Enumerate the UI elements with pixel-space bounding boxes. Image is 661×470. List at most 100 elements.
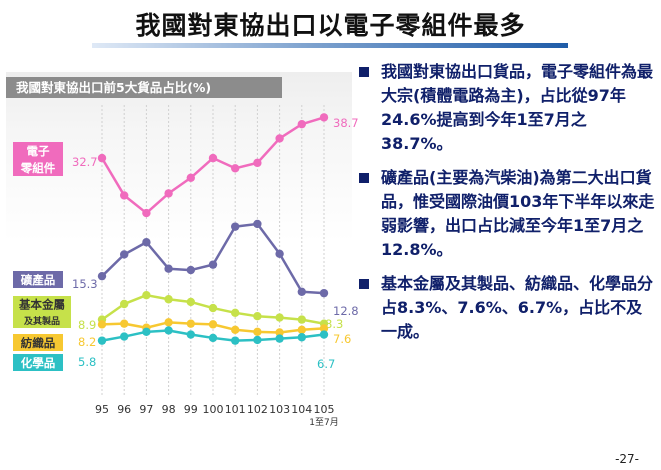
series-label-box [13,354,63,371]
x-tick-label: 98 [162,403,176,416]
x-tick-label: 100 [203,403,224,416]
series-name-label: 基本金屬 [18,298,65,312]
square-bullet-icon [359,67,369,77]
series-name-label: 礦產品 [21,273,56,287]
series-point-1 [319,288,329,298]
slide-title: 我國對東協出口以電子零組件最多 [135,11,526,40]
series-point-2 [231,308,240,318]
series-point-3 [97,320,107,329]
series-point-1 [231,222,240,231]
bullet-point-others: 基本金屬及其製品、紡織品、化學品分占8.3%、7.6%、6.7%，占比不及一成。 [357,272,657,344]
series-point-4 [253,335,262,345]
series-point-3 [186,319,195,328]
series-end-value: 38.7 [333,116,359,130]
x-tick-label: 102 [247,403,268,416]
series-name-label: 及其製品 [24,315,60,327]
series-point-1 [164,264,173,273]
x-tick-label: 105 [314,403,335,416]
chart-title: 我國對東協出口前5大貨品占比(%) [6,77,282,98]
series-name-label: 零組件 [20,161,56,175]
bullet-text: 礦產品(主要為汽柴油)為第二大出口貨品，惟受國際油價103年下半年以來走弱影響，… [381,168,655,259]
series-point-2 [164,295,173,304]
x-tick-label: 104 [291,403,312,416]
series-point-0 [120,191,129,200]
x-tick-label: 103 [269,403,290,416]
series-point-4 [319,330,329,339]
series-point-2 [208,303,218,313]
series-start-value: 5.8 [78,355,96,369]
square-bullet-icon [359,279,369,289]
series-point-1 [275,249,284,258]
series-label-box [13,271,63,288]
series-point-1 [97,271,107,281]
series-point-0 [164,189,173,198]
series-name-label: 化學品 [21,356,56,370]
series-point-2 [186,297,195,307]
x-tick-note: 1至7月 [309,417,338,428]
page-number: -27- [615,452,639,466]
series-point-3 [297,325,306,334]
x-tick-label: 97 [139,403,153,416]
series-point-0 [142,208,151,218]
series-point-0 [97,153,107,163]
series-point-1 [120,250,129,259]
series-point-0 [319,113,329,122]
series-point-4 [186,330,195,339]
bullet-point-electronics: 我國對東協出口貨品，電子零組件為最大宗(積體電路為主)，占比從97年24.6%提… [357,60,657,156]
series-point-3 [120,319,129,328]
series-point-1 [142,238,151,247]
series-point-4 [97,336,107,345]
title-underline [92,43,568,48]
bullet-text: 基本金屬及其製品、紡織品、化學品分占8.3%、7.6%、6.7%，占比不及一成。 [381,274,654,341]
series-point-1 [253,219,262,229]
series-point-0 [297,119,306,129]
series-end-value: 8.3 [325,317,343,331]
series-point-0 [275,134,284,143]
series-end-value: 7.6 [333,332,351,346]
series-end-value: 12.8 [333,304,359,318]
series-point-3 [231,325,240,334]
series-point-2 [253,312,262,321]
series-point-2 [120,299,129,309]
series-start-value: 8.9 [78,318,96,332]
series-point-0 [231,164,240,173]
square-bullet-icon [359,173,369,183]
series-label-box [13,334,63,351]
series-label-box [13,296,71,328]
series-point-3 [208,320,218,329]
series-point-0 [253,158,262,168]
series-point-1 [186,265,195,275]
series-point-0 [186,173,195,182]
x-tick-label: 101 [225,403,246,416]
series-point-4 [275,334,284,343]
series-point-0 [208,153,218,163]
chart-panel [6,72,352,442]
x-tick-label: 99 [184,403,198,416]
series-point-4 [297,333,306,342]
series-start-value: 32.7 [72,155,98,169]
series-point-1 [297,287,306,296]
series-point-4 [208,333,218,343]
bullet-list: 我國對東協出口貨品，電子零組件為最大宗(積體電路為主)，占比從97年24.6%提… [357,60,657,354]
series-point-2 [142,290,151,300]
series-point-3 [253,327,262,337]
x-tick-label: 95 [95,403,109,416]
series-point-1 [208,260,218,269]
series-start-value: 15.3 [72,277,98,291]
series-point-4 [120,332,129,341]
series-point-4 [142,327,151,337]
series-start-value: 8.2 [78,335,96,349]
series-name-label: 紡織品 [21,336,56,350]
series-point-3 [319,324,329,333]
series-label-box [13,142,63,176]
bullet-text: 我國對東協出口貨品，電子零組件為最大宗(積體電路為主)，占比從97年24.6%提… [381,62,654,153]
series-point-4 [164,326,173,335]
series-point-3 [275,328,284,337]
series-point-4 [231,336,240,345]
series-name-label: 電子 [27,144,50,158]
series-point-3 [164,318,173,327]
series-point-2 [275,313,284,322]
series-end-value: 6.7 [317,357,335,371]
x-tick-label: 96 [117,403,131,416]
